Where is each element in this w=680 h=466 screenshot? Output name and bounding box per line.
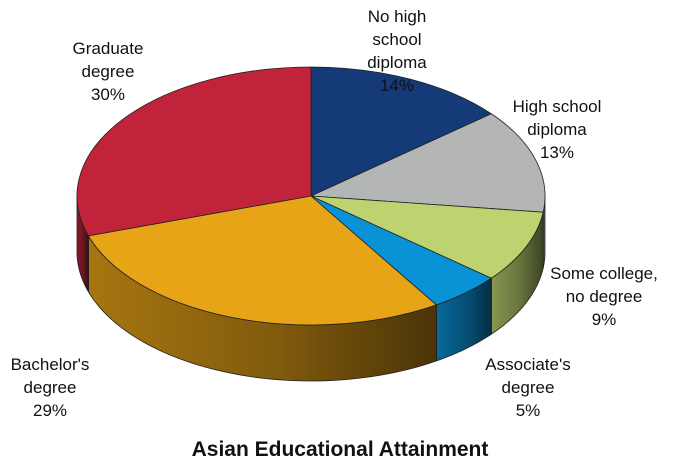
slice-label-associate-s-degree: Associate's degree 5% bbox=[485, 353, 570, 422]
slice-bachelor-s-degree bbox=[88, 195, 437, 326]
slice-value-label: 5% bbox=[515, 401, 541, 420]
slice-value-label: 9% bbox=[591, 310, 617, 329]
chart-title: Asian Educational Attainment bbox=[191, 438, 489, 461]
slice-label-text: Associate's bbox=[485, 355, 571, 374]
slice-label-text: Some college, bbox=[550, 264, 658, 283]
slice-label-text: No high bbox=[367, 7, 427, 26]
slice-label-text: school bbox=[372, 30, 422, 49]
slice-label-text: Bachelor's bbox=[10, 355, 90, 374]
slice-label-graduate-degree: Graduate degree 30% bbox=[73, 37, 144, 106]
slice-label-text: diploma bbox=[367, 53, 427, 72]
slice-graduate-degree bbox=[76, 66, 312, 237]
slice-value-label: 14% bbox=[379, 76, 415, 95]
slice-value-label: 13% bbox=[539, 143, 575, 162]
slice-some-college-no-degree bbox=[310, 195, 544, 279]
slice-label-no-high-school-diploma: No high school diploma 14% bbox=[367, 5, 427, 97]
slice-label-text: degree bbox=[501, 378, 555, 397]
slice-label-text: Graduate bbox=[72, 39, 144, 58]
slice-label-text: degree bbox=[81, 62, 135, 81]
slice-label-some-college-no-degree: Some college, no degree 9% bbox=[550, 262, 658, 331]
slice-value-label: 30% bbox=[90, 85, 126, 104]
slice-label-bachelor-s-degree: Bachelor's degree 29% bbox=[11, 353, 90, 422]
slice-label-text: High school bbox=[512, 97, 602, 116]
slice-no-high-school-diploma bbox=[310, 66, 492, 197]
slice-label-high-school-diploma: High school diploma 13% bbox=[513, 95, 602, 164]
slice-label-text: degree bbox=[23, 378, 77, 397]
slice-value-label: 29% bbox=[32, 401, 68, 420]
slice-high-school-diploma bbox=[310, 113, 546, 213]
slice-label-text: diploma bbox=[527, 120, 587, 139]
slice-label-text: no degree bbox=[565, 287, 643, 306]
